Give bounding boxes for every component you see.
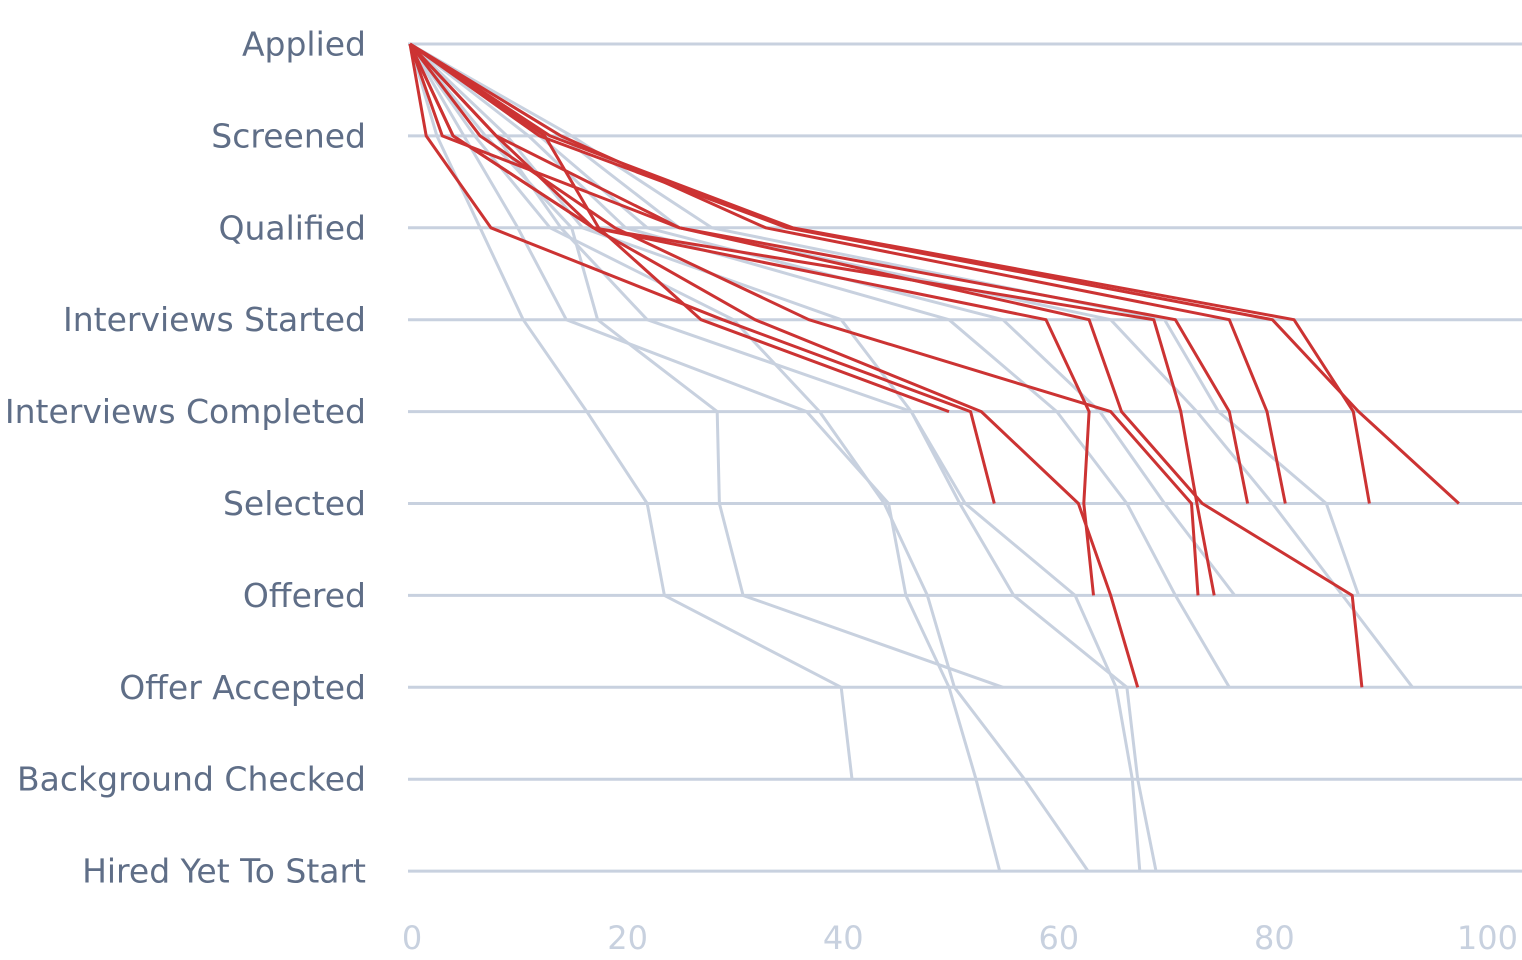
series-line [409, 42, 1231, 689]
x-tick-label: 100 [1457, 919, 1518, 957]
y-tick-label: Background Checked [17, 760, 366, 799]
y-tick-label: Interviews Started [63, 300, 366, 339]
y-tick-label: Offered [243, 576, 366, 615]
series-line [409, 42, 1460, 505]
y-tick-label: Hired Yet To Start [82, 852, 366, 891]
x-tick-label: 80 [1254, 919, 1295, 957]
series-line [408, 42, 1095, 596]
series-line [408, 43, 1140, 688]
x-tick-label: 40 [823, 919, 864, 957]
x-tick-label: 20 [607, 919, 648, 957]
series-line [408, 43, 854, 780]
series-line [408, 42, 1142, 872]
y-tick-label: Screened [211, 116, 366, 155]
series-line [408, 43, 996, 504]
y-tick-label: Interviews Completed [5, 392, 366, 431]
series-line [409, 42, 1361, 596]
series-line [408, 43, 1004, 689]
y-tick-label: Selected [223, 484, 366, 523]
series-line [408, 43, 1090, 872]
y-tick-label: Applied [242, 25, 366, 64]
series-line [408, 43, 1200, 596]
series-line [409, 42, 1287, 504]
x-tick-label: 0 [402, 919, 422, 957]
y-tick-label: Qualified [219, 208, 367, 247]
series-line [408, 43, 1364, 688]
y-tick-label: Offer Accepted [119, 668, 366, 707]
series-line [408, 43, 1002, 872]
series-line [409, 42, 1371, 504]
series-line [409, 42, 950, 414]
x-tick-label: 60 [1038, 919, 1079, 957]
